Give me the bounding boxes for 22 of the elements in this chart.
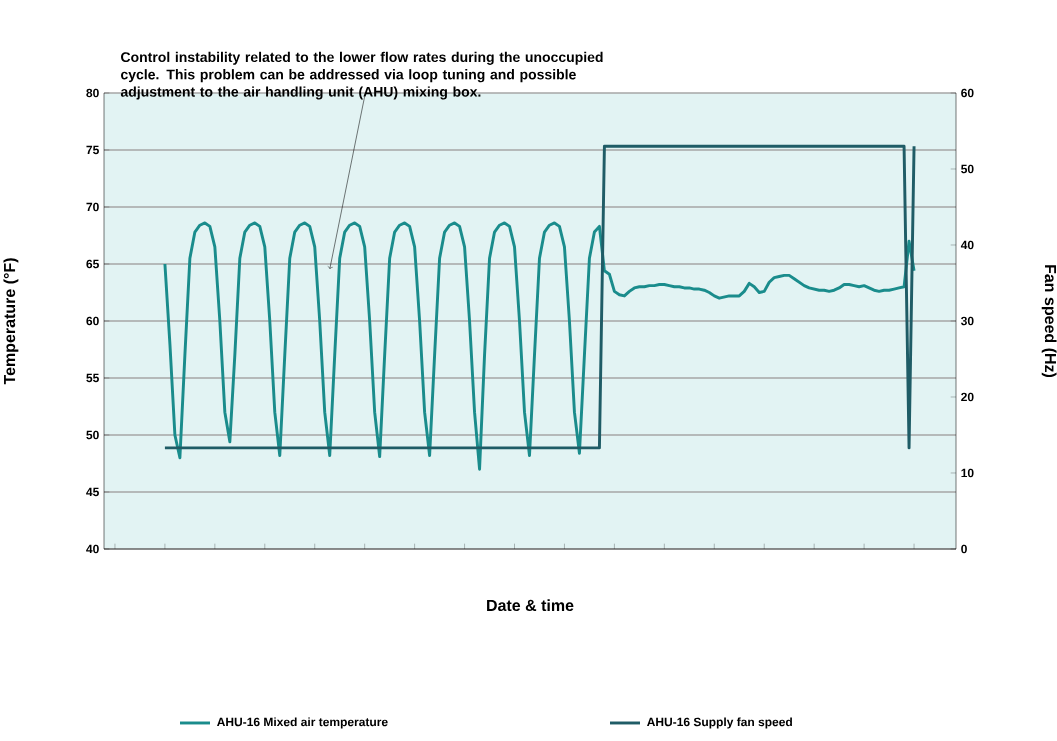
y2-tick-label: 50 [961,164,974,174]
y2-tick-label: 40 [960,240,974,250]
y2-tick-label: 20 [961,392,974,402]
y-tick-label: 40 [86,544,99,554]
y-tick-label: 60 [86,316,99,326]
legend-label: AHU-16 Supply fan speed [647,717,792,729]
y-tick-label: 45 [86,487,99,497]
y2-tick-label: 10 [961,468,974,478]
y2-tick-label: 30 [960,316,974,326]
x-axis-title: Date & time [487,599,574,612]
y-tick-label: 50 [86,430,99,440]
y-axis-title: Temperature (°F) [3,258,19,385]
annotation: Control instability related to the lower flow rates during the unoccupied cycle. This problem can be addressed via loop tuning and possible adjustment to the air handling unit (AHU) mixing box. [120,51,603,100]
y-tick-label: 70 [86,202,99,212]
legend-label: AHU-16 Mixed air temperature [217,717,388,729]
y-tick-label: 55 [86,373,99,383]
y2-axis-title: Fan speed (Hz) [1041,265,1057,378]
y-tick-label: 80 [86,88,99,98]
y2-tick-label: 0 [961,544,967,554]
y-tick-label: 65 [86,259,99,269]
y-tick-label: 75 [86,145,99,155]
y2-tick-label: 60 [961,88,974,98]
